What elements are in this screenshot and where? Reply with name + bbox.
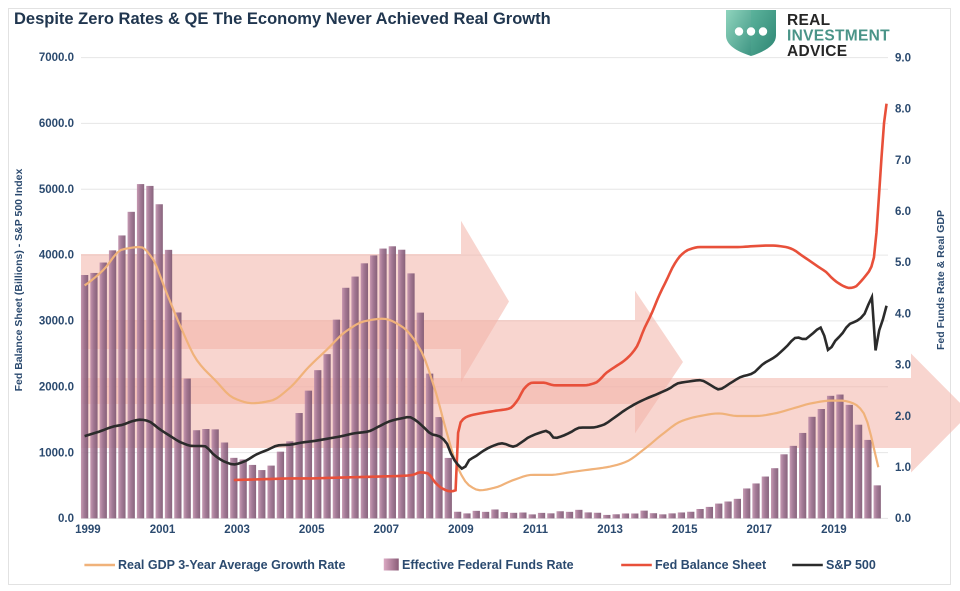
svg-text:2007: 2007: [374, 524, 400, 536]
svg-text:9.0: 9.0: [895, 52, 911, 64]
svg-text:4000.0: 4000.0: [39, 250, 74, 262]
svg-text:Fed Balance Sheet (Billions) -: Fed Balance Sheet (Billions) - S&P 500 I…: [13, 168, 25, 391]
svg-text:1000.0: 1000.0: [39, 448, 74, 460]
svg-text:Real GDP 3-Year Average Growth: Real GDP 3-Year Average Growth Rate: [118, 558, 345, 572]
svg-text:7.0: 7.0: [895, 155, 911, 167]
svg-text:1999: 1999: [75, 524, 101, 536]
svg-text:2005: 2005: [299, 524, 325, 536]
svg-text:3000.0: 3000.0: [39, 316, 74, 328]
svg-text:8.0: 8.0: [895, 104, 911, 116]
svg-text:2011: 2011: [523, 524, 549, 536]
svg-text:1.0: 1.0: [895, 462, 911, 474]
svg-text:5.0: 5.0: [895, 257, 911, 269]
svg-text:6.0: 6.0: [895, 206, 911, 218]
svg-text:Fed Balance Sheet: Fed Balance Sheet: [655, 558, 767, 572]
svg-text:3.0: 3.0: [895, 360, 911, 372]
svg-text:2003: 2003: [224, 524, 250, 536]
svg-text:0.0: 0.0: [895, 513, 911, 525]
svg-text:Effective Federal Funds Rate: Effective Federal Funds Rate: [402, 558, 574, 572]
svg-text:6000.0: 6000.0: [39, 118, 74, 130]
svg-text:2019: 2019: [821, 524, 847, 536]
svg-text:Fed Funds Rate & Real GDP: Fed Funds Rate & Real GDP: [935, 210, 947, 350]
svg-text:5000.0: 5000.0: [39, 184, 74, 196]
svg-text:2.0: 2.0: [895, 411, 911, 423]
svg-text:0.0: 0.0: [58, 513, 74, 525]
svg-text:2015: 2015: [672, 524, 698, 536]
svg-text:2001: 2001: [150, 524, 176, 536]
svg-text:7000.0: 7000.0: [39, 52, 74, 64]
svg-text:2017: 2017: [747, 524, 773, 536]
svg-text:2000.0: 2000.0: [39, 382, 74, 394]
svg-text:2009: 2009: [448, 524, 474, 536]
svg-text:4.0: 4.0: [895, 308, 911, 320]
svg-text:S&P 500: S&P 500: [826, 558, 876, 572]
svg-text:2013: 2013: [597, 524, 623, 536]
